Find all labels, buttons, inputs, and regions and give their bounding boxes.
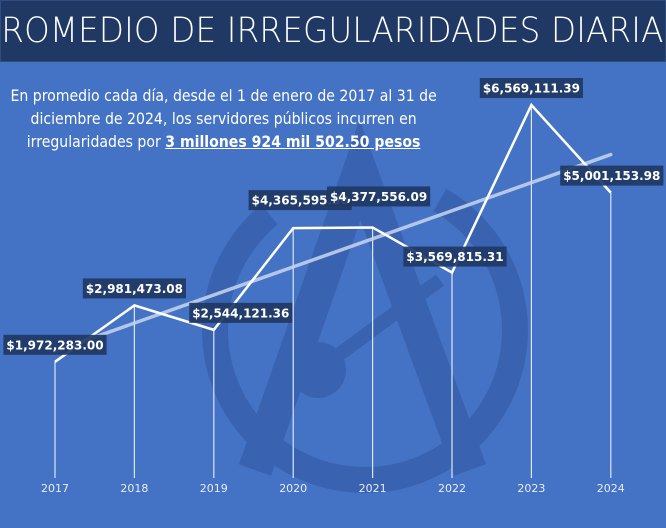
data-label-box [403, 246, 507, 267]
data-label: $5,001,153.98 [560, 165, 664, 186]
data-label: $3,569,815.31 [403, 246, 507, 267]
data-label-box [479, 78, 583, 99]
data-label-box [3, 334, 107, 355]
summary-text: En promedio cada día, desde el 1 de ener… [8, 84, 439, 153]
series-line [54, 102, 612, 363]
data-label: $2,544,121.36 [189, 302, 293, 323]
data-label: $6,569,111.39 [479, 78, 583, 99]
summary-body: En promedio cada día, desde el 1 de ener… [10, 86, 437, 151]
data-label: $1,972,283.00 [3, 334, 107, 355]
logo-watermark [202, 119, 528, 493]
x-tick-label: 2024 [597, 482, 625, 495]
data-label-text: $6,569,111.39 [483, 82, 580, 96]
data-label: $2,981,473.08 [82, 278, 186, 299]
summary-highlight: 3 millones 924 mil 502.50 pesos [165, 132, 421, 151]
data-label-text: $1,972,283.00 [6, 338, 103, 352]
trendline [53, 152, 613, 353]
x-tick-label: 2017 [41, 482, 69, 495]
data-label-box [560, 165, 664, 186]
data-label-box [189, 302, 293, 323]
data-label-text: $2,981,473.08 [86, 282, 183, 296]
data-label-box [82, 278, 186, 299]
x-tick-label: 2020 [279, 482, 307, 495]
data-label-text: $4,365,595.56 [252, 194, 349, 208]
data-label-text: $2,544,121.36 [192, 306, 289, 320]
data-label-box [327, 186, 431, 207]
data-label-text: $4,377,556.09 [330, 190, 427, 204]
data-label-text: $3,569,815.31 [406, 250, 503, 264]
x-tick-label: 2021 [359, 482, 387, 495]
x-tick-label: 2018 [120, 482, 148, 495]
data-label: $4,377,556.09 [327, 186, 431, 207]
header-bar: PROMEDIO DE IRREGULARIDADES DIARIAS [0, 0, 666, 62]
page-title: PROMEDIO DE IRREGULARIDADES DIARIAS [0, 11, 666, 51]
x-tick-label: 2022 [438, 482, 466, 495]
data-label: $4,365,595.56 [248, 190, 352, 211]
x-tick-label: 2023 [517, 482, 545, 495]
data-label-box [248, 190, 352, 211]
data-label-text: $5,001,153.98 [563, 169, 660, 183]
x-tick-label: 2019 [200, 482, 228, 495]
